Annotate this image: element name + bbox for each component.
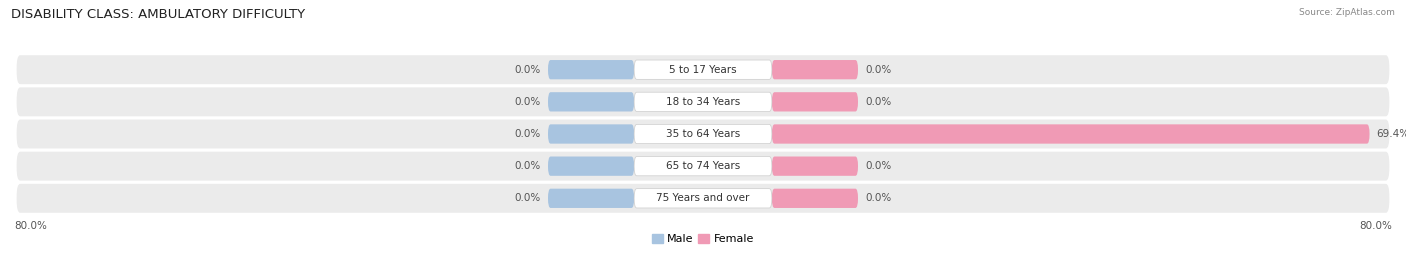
Text: 0.0%: 0.0%: [865, 161, 891, 171]
Text: 0.0%: 0.0%: [515, 97, 541, 107]
Text: 0.0%: 0.0%: [515, 161, 541, 171]
Text: 0.0%: 0.0%: [515, 193, 541, 203]
FancyBboxPatch shape: [634, 124, 772, 144]
Text: 80.0%: 80.0%: [1360, 221, 1392, 232]
Text: 80.0%: 80.0%: [14, 221, 46, 232]
Text: 18 to 34 Years: 18 to 34 Years: [666, 97, 740, 107]
Text: 65 to 74 Years: 65 to 74 Years: [666, 161, 740, 171]
Text: 75 Years and over: 75 Years and over: [657, 193, 749, 203]
Legend: Male, Female: Male, Female: [652, 234, 754, 244]
Text: 0.0%: 0.0%: [515, 65, 541, 75]
FancyBboxPatch shape: [17, 120, 1389, 148]
FancyBboxPatch shape: [17, 184, 1389, 213]
Text: 69.4%: 69.4%: [1376, 129, 1406, 139]
FancyBboxPatch shape: [772, 189, 858, 208]
FancyBboxPatch shape: [548, 92, 634, 111]
FancyBboxPatch shape: [548, 124, 634, 144]
FancyBboxPatch shape: [634, 60, 772, 79]
Text: 0.0%: 0.0%: [865, 65, 891, 75]
Text: 35 to 64 Years: 35 to 64 Years: [666, 129, 740, 139]
Text: 0.0%: 0.0%: [865, 97, 891, 107]
FancyBboxPatch shape: [634, 189, 772, 208]
Text: Source: ZipAtlas.com: Source: ZipAtlas.com: [1299, 8, 1395, 17]
FancyBboxPatch shape: [634, 92, 772, 111]
Text: DISABILITY CLASS: AMBULATORY DIFFICULTY: DISABILITY CLASS: AMBULATORY DIFFICULTY: [11, 8, 305, 21]
FancyBboxPatch shape: [548, 189, 634, 208]
FancyBboxPatch shape: [634, 157, 772, 176]
FancyBboxPatch shape: [772, 92, 858, 111]
FancyBboxPatch shape: [548, 157, 634, 176]
FancyBboxPatch shape: [772, 60, 858, 79]
FancyBboxPatch shape: [772, 124, 1369, 144]
Text: 5 to 17 Years: 5 to 17 Years: [669, 65, 737, 75]
FancyBboxPatch shape: [17, 87, 1389, 116]
FancyBboxPatch shape: [17, 55, 1389, 84]
FancyBboxPatch shape: [17, 152, 1389, 181]
FancyBboxPatch shape: [772, 157, 858, 176]
Text: 0.0%: 0.0%: [865, 193, 891, 203]
FancyBboxPatch shape: [548, 60, 634, 79]
Text: 0.0%: 0.0%: [515, 129, 541, 139]
